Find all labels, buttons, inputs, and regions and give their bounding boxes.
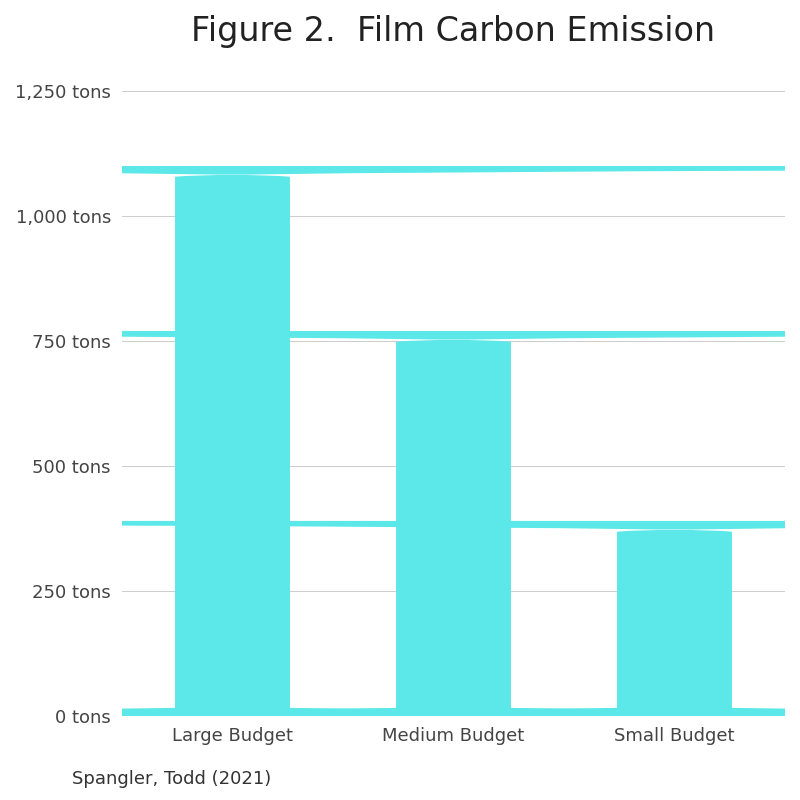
FancyBboxPatch shape [0, 331, 800, 716]
FancyBboxPatch shape [0, 166, 800, 716]
Bar [396, 705, 511, 716]
Text: Spangler, Todd (2021): Spangler, Todd (2021) [72, 770, 271, 788]
Bar [175, 705, 290, 716]
FancyBboxPatch shape [0, 521, 800, 716]
Bar [617, 705, 732, 716]
Title: Figure 2.  Film Carbon Emission: Figure 2. Film Carbon Emission [191, 15, 715, 48]
